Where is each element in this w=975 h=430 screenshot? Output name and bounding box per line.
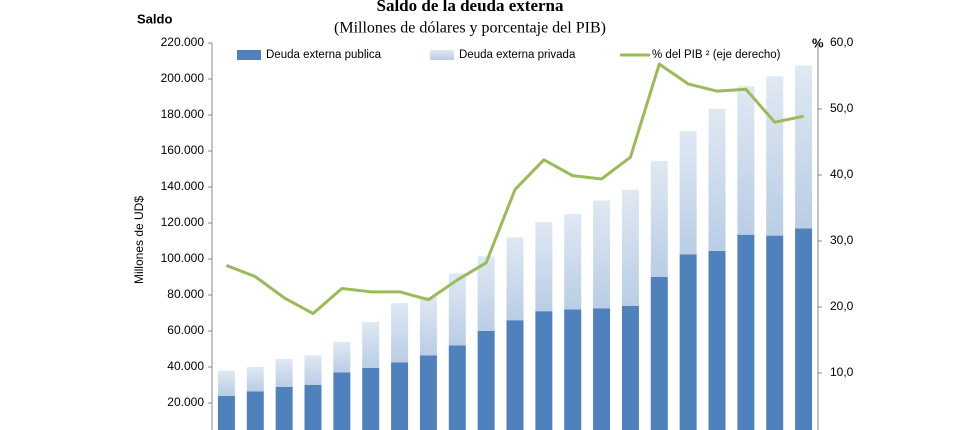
bar-segment [795, 65, 813, 229]
bar-segment [333, 372, 351, 430]
bar-segment [217, 370, 235, 396]
bar-segment [333, 341, 351, 373]
bar-segment [448, 345, 466, 430]
bar-segment [535, 222, 553, 312]
legend-swatch [430, 50, 454, 60]
legend-swatch [237, 50, 261, 60]
bar-segment [419, 296, 437, 356]
chart-title: Saldo de la deuda externa [376, 0, 564, 15]
bar-segment [679, 254, 697, 430]
y2-tick-label: 60,0 [830, 35, 854, 49]
bar-segment [621, 189, 639, 306]
bar-segment [477, 331, 495, 430]
legend-label: Deuda externa publica [266, 49, 382, 61]
bar-segment [708, 250, 726, 430]
bar-segment [275, 386, 293, 430]
bar-segment [737, 86, 755, 235]
y-tick-label: 120.000 [161, 215, 205, 229]
y-tick-label: 100.000 [161, 251, 205, 265]
y2-tick-label: 30,0 [830, 233, 854, 247]
bar-segment [708, 108, 726, 251]
y2-tick-label: 50,0 [830, 101, 854, 115]
bar-segment [679, 131, 697, 255]
bar-segment [362, 322, 380, 368]
y-tick-label: 200.000 [161, 71, 205, 85]
bar-segment [766, 76, 784, 236]
y2-tick-label: 10,0 [830, 365, 854, 379]
bar-segment [217, 395, 235, 430]
bar-segment [304, 385, 322, 430]
y-title: Saldo [137, 11, 172, 26]
y-tick-label: 20.000 [167, 395, 204, 409]
bar-segment [766, 235, 784, 430]
bar-segment [621, 305, 639, 430]
y-tick-label: 140.000 [161, 179, 205, 193]
bar-segment [593, 200, 611, 309]
y2-tick-label: 40,0 [830, 167, 854, 181]
bar-segment [593, 308, 611, 430]
bar-segment [650, 160, 668, 277]
bar-segment [391, 303, 409, 363]
bar-segment [275, 358, 293, 387]
bar-segment [477, 256, 495, 331]
y-tick-label: 220.000 [161, 35, 205, 49]
bar-segment [506, 320, 524, 430]
bar-segment [391, 362, 409, 430]
bar-segment [246, 367, 264, 392]
bar-segment [737, 234, 755, 430]
bar-segment [362, 367, 380, 430]
bar-segment [564, 214, 582, 310]
bar-segment [564, 309, 582, 430]
y-tick-label: 80.000 [167, 287, 204, 301]
y-tick-label: 40.000 [167, 359, 204, 373]
y-tick-label: 160.000 [161, 143, 205, 157]
bar-segment [304, 355, 322, 385]
y-axis-label: Millones de UD$ [132, 196, 146, 284]
bar-segment [650, 277, 668, 430]
bar-segment [246, 391, 264, 430]
chart-subtitle: (Millones de dólares y porcentaje del PI… [334, 20, 606, 37]
line-series [225, 62, 804, 316]
y-tick-label: 180.000 [161, 107, 205, 121]
y2-tick-label: 20,0 [830, 299, 854, 313]
bar-segment [419, 355, 437, 430]
bar-segment [795, 228, 813, 430]
bar-segment [506, 237, 524, 321]
y-tick-label: 60.000 [167, 323, 204, 337]
bar-segment [535, 311, 553, 430]
legend-label: Deuda externa privada [459, 49, 576, 61]
bar-segment [448, 273, 466, 346]
legend-label: % del PIB ² (eje derecho) [652, 49, 781, 61]
